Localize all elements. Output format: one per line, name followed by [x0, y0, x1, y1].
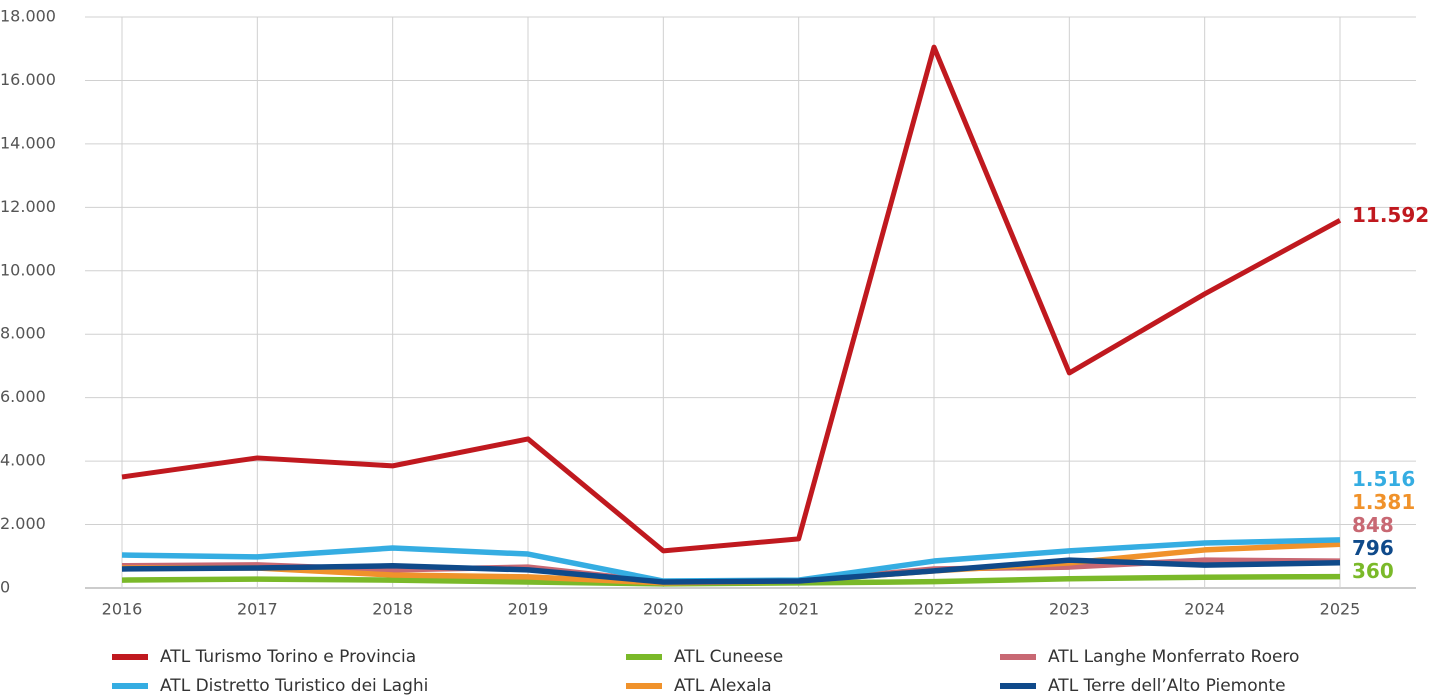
y-tick-label: 4.000 [0, 451, 46, 470]
y-tick-label: 14.000 [0, 133, 56, 152]
x-tick-label: 2021 [778, 600, 819, 619]
x-tick-label: 2022 [914, 600, 955, 619]
y-tick-label: 6.000 [0, 387, 46, 406]
x-tick-label: 2023 [1049, 600, 1090, 619]
y-tick-label: 0 [0, 578, 10, 597]
end-label: 796 [1352, 536, 1394, 560]
end-label: 1.381 [1352, 490, 1415, 514]
series-line [121, 44, 1342, 554]
y-tick-label: 2.000 [0, 514, 46, 533]
legend-label: ATL Cuneese [674, 647, 783, 667]
x-tick-label: 2024 [1184, 600, 1225, 619]
end-label: 848 [1352, 513, 1394, 537]
y-tick-label: 18.000 [0, 7, 56, 26]
y-tick-label: 12.000 [0, 197, 56, 216]
end-label: 1.516 [1352, 467, 1415, 491]
series-line [121, 557, 1341, 585]
y-tick-label: 10.000 [0, 260, 56, 279]
legend-label: ATL Alexala [674, 676, 772, 696]
legend-label: ATL Distretto Turistico dei Laghi [160, 676, 428, 696]
end-label: 360 [1352, 559, 1394, 583]
x-tick-label: 2020 [643, 600, 684, 619]
end-label: 11.592 [1352, 203, 1429, 227]
x-tick-label: 2017 [237, 600, 278, 619]
x-tick-label: 2016 [102, 600, 143, 619]
legend-label: ATL Langhe Monferrato Roero [1048, 647, 1299, 667]
x-tick-label: 2025 [1320, 600, 1361, 619]
x-tick-label: 2018 [372, 600, 413, 619]
legend-label: ATL Turismo Torino e Provincia [160, 647, 416, 667]
legend-label: ATL Terre dell’Alto Piemonte [1048, 676, 1286, 696]
y-tick-label: 8.000 [0, 324, 46, 343]
y-tick-label: 16.000 [0, 70, 56, 89]
x-tick-label: 2019 [508, 600, 549, 619]
